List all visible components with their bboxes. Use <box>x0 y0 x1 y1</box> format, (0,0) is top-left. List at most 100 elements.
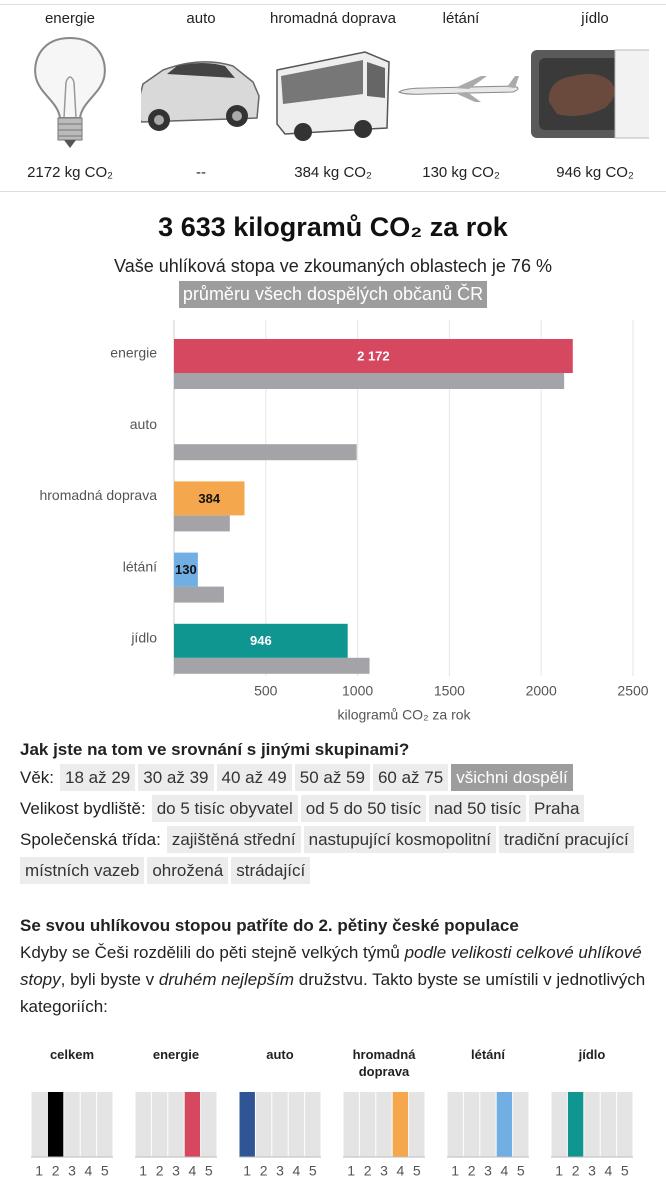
filter-chip[interactable]: strádající <box>231 857 311 884</box>
bar-user <box>174 552 198 587</box>
food-icon <box>531 49 649 139</box>
rank-tick-label: 1 <box>451 1163 459 1179</box>
filter-chip[interactable]: do 5 tisíc obyvatel <box>151 795 298 822</box>
rank-tick-label: 1 <box>35 1163 43 1179</box>
filter-chip[interactable]: tradiční pracující <box>499 826 634 853</box>
result-heading: Se svou uhlíkovou stopou patříte do 2. p… <box>20 916 519 935</box>
rank-slot <box>64 1092 80 1157</box>
x-tick-label: 1000 <box>342 683 373 699</box>
bar-chart: 500 1000 1500 2000 2500 kilogramů CO₂ za rok e… <box>39 320 649 723</box>
header-value: -- <box>196 164 206 181</box>
filter-label: Věk: <box>20 768 55 787</box>
filter-chip[interactable]: nad 50 tisíc <box>429 795 527 822</box>
rank-tick-label: 1 <box>347 1163 355 1179</box>
rank-tick-label: 3 <box>588 1163 596 1179</box>
text-run: Kdyby se Češi rozdělili do pěti stejně v… <box>20 943 405 962</box>
rank-tick-label: 2 <box>468 1163 476 1179</box>
rank-slot <box>480 1092 496 1157</box>
rank-tick-label: 3 <box>68 1163 76 1179</box>
header-label: auto <box>186 10 216 27</box>
filter-chip[interactable]: 40 až 49 <box>216 764 292 791</box>
bar-user <box>174 623 348 658</box>
text-run: družstvu. Takto byste se umístili v jedn… <box>20 970 646 1016</box>
value-label: 384 <box>198 491 220 506</box>
y-tick-label: energie <box>110 345 157 361</box>
filter-chip[interactable]: 50 až 59 <box>294 764 370 791</box>
filter-chip[interactable]: od 5 do 50 tisíc <box>300 795 427 822</box>
result-text: Kdyby se Češi rozdělili do pěti stejně v… <box>20 939 650 1020</box>
rank-title: jídlo <box>578 1047 606 1062</box>
filter-chip[interactable]: Praha <box>529 795 585 822</box>
rank-tick-label: 4 <box>397 1163 405 1179</box>
rank-slot <box>447 1092 463 1157</box>
y-tick-label: hromadná doprava <box>39 487 157 503</box>
filter-group: Věk: 18 až 29 30 až 39 40 až 49 50 až 59 60 a… <box>20 764 650 795</box>
rank-slot <box>80 1092 97 1157</box>
x-axis-label: kilogramů CO₂ za rok <box>337 707 471 723</box>
rank-slot <box>551 1092 567 1157</box>
rank-slot <box>376 1092 392 1157</box>
bus-icon <box>276 51 390 141</box>
bar-average <box>174 586 224 603</box>
filter-chip[interactable]: 30 až 39 <box>138 764 214 791</box>
y-tick-label: auto <box>130 416 157 432</box>
filter-groups: Věk: 18 až 29 30 až 39 40 až 49 50 až 59 60 a… <box>20 764 650 888</box>
bar-user <box>174 339 573 373</box>
filter-chip[interactable]: místních vazeb <box>20 857 145 884</box>
rank-tick-label: 4 <box>605 1163 613 1179</box>
rank-slot <box>135 1092 151 1157</box>
value-label: 2 172 <box>357 348 390 363</box>
rank-slot <box>343 1092 359 1157</box>
rank-tick-label: 5 <box>517 1163 525 1179</box>
rank-tick-label: 2 <box>52 1163 60 1179</box>
header-label: energie <box>44 10 96 27</box>
filter-label: Velikost bydliště: <box>20 799 146 818</box>
bar-average <box>174 444 357 461</box>
rank-tick-label: 4 <box>501 1163 509 1179</box>
subtitle: Vaše uhlíková stopa ve zkoumaných oblast… <box>114 256 552 276</box>
rank-bar <box>47 1092 64 1157</box>
rank-slot <box>272 1092 288 1157</box>
rank-tick-label: 4 <box>293 1163 301 1179</box>
text-run: , byli byste v <box>60 970 159 989</box>
rank-charts: celkem 1 2 3 4 5 energie 1 2 3 4 5 auto 1 2 3 4 5 hromadná… <box>0 1040 666 1190</box>
filter-chip[interactable]: ohrožená <box>147 857 229 884</box>
value-label: 946 <box>250 633 272 648</box>
x-tick-label: 1500 <box>434 683 465 699</box>
rank-tick-label: 5 <box>205 1163 213 1179</box>
rank-title: létání <box>471 1047 505 1062</box>
rank-slot <box>617 1092 633 1157</box>
rank-tick-label: 4 <box>189 1163 197 1179</box>
rank-slot <box>255 1092 272 1157</box>
bar-average <box>174 657 370 674</box>
x-tick-label: 500 <box>254 683 278 699</box>
main-title: 3 633 kilogramů CO₂ za rok <box>158 212 508 242</box>
filter-chip[interactable]: zajištěná střední <box>166 826 301 853</box>
rank-slot <box>168 1092 184 1157</box>
filter-chip[interactable]: 60 až 75 <box>372 764 449 791</box>
rank-slot <box>288 1092 305 1157</box>
rank-tick-label: 2 <box>572 1163 580 1179</box>
value-label: 130 <box>175 562 197 577</box>
x-tick-label: 2500 <box>617 683 648 699</box>
top-rule <box>0 4 666 5</box>
rank-title: hromadná doprava <box>352 1047 416 1079</box>
rank-tick-label: 4 <box>85 1163 93 1179</box>
rank-tick-label: 3 <box>172 1163 180 1179</box>
filter-chip[interactable]: všichni dospělí <box>451 764 573 791</box>
filter-chip[interactable]: 18 až 29 <box>60 764 136 791</box>
header-rule <box>0 191 666 192</box>
rank-tick-label: 3 <box>484 1163 492 1179</box>
rank-slot <box>201 1092 217 1157</box>
bulb-icon <box>34 36 106 148</box>
filters-heading: Jak jste na tom ve srovnání s jinými sku… <box>20 740 410 759</box>
rank-slot <box>31 1092 47 1157</box>
filter-chip[interactable]: nastupující kosmopolitní <box>303 826 496 853</box>
bar-average <box>174 373 565 389</box>
rank-bar <box>184 1092 201 1157</box>
